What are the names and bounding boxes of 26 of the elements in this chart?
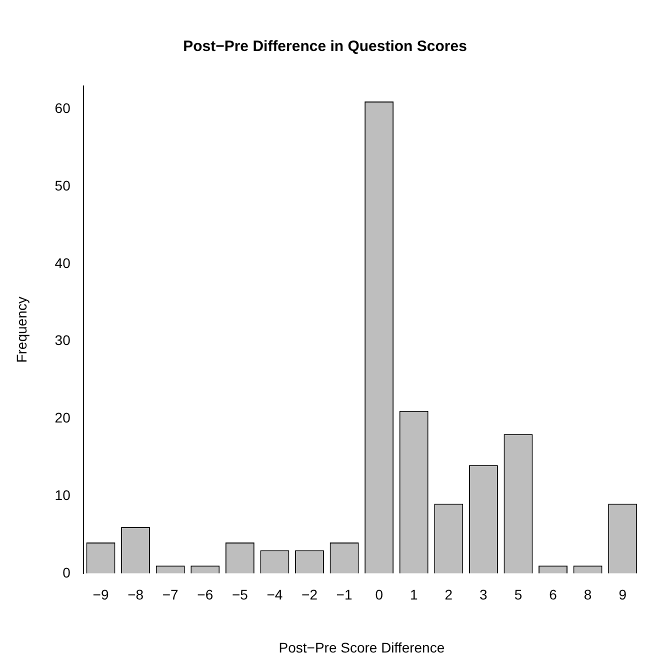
x-tick-label: 5 bbox=[514, 586, 522, 603]
x-tick-label: −1 bbox=[336, 586, 352, 603]
y-tick-label: 10 bbox=[54, 486, 71, 503]
x-tick-label: 3 bbox=[480, 586, 488, 603]
chart-title: Post−Pre Difference in Question Scores bbox=[183, 38, 467, 56]
y-tick-label: 30 bbox=[54, 332, 71, 348]
x-tick-label: 6 bbox=[549, 586, 558, 603]
x-tick-label: −8 bbox=[128, 586, 144, 603]
x-tick-label: 8 bbox=[584, 586, 592, 603]
x-tick-label: −2 bbox=[302, 586, 318, 603]
y-axis-title: Frequency bbox=[13, 296, 30, 363]
x-tick-label: −9 bbox=[92, 586, 109, 603]
y-tick-label: 40 bbox=[54, 254, 71, 271]
y-tick-label: 20 bbox=[54, 410, 71, 426]
x-tick-label: 9 bbox=[618, 586, 627, 603]
x-tick-label: 1 bbox=[410, 586, 418, 603]
y-tick-label: 60 bbox=[54, 100, 71, 116]
x-tick-label: −4 bbox=[266, 586, 283, 603]
x-tick-label: 0 bbox=[375, 586, 384, 603]
x-tick-label: −5 bbox=[232, 586, 248, 603]
y-tick-label: 50 bbox=[54, 177, 71, 194]
x-tick-label: −6 bbox=[197, 586, 214, 603]
x-tick-label: −7 bbox=[162, 586, 179, 603]
x-tick-label: 2 bbox=[444, 586, 453, 603]
y-tick-label: 0 bbox=[62, 564, 71, 580]
x-axis-title: Post−Pre Score Difference bbox=[278, 639, 445, 656]
